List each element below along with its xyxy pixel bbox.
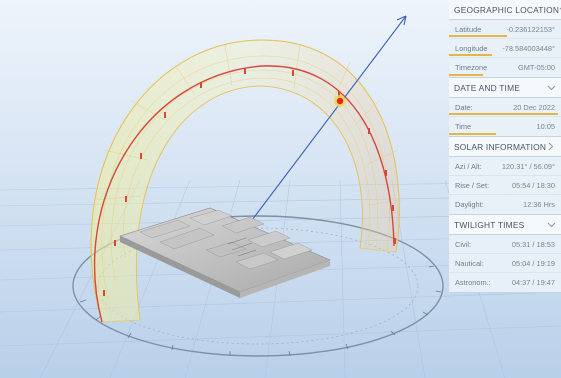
- geographic-location-header[interactable]: GEOGRAPHIC LOCATION: [449, 0, 561, 20]
- time-row[interactable]: Time 10:05: [449, 117, 561, 136]
- arrow-head-icon: [396, 15, 407, 26]
- time-value: 10:05: [536, 122, 556, 131]
- timezone-underline: [449, 74, 483, 76]
- building-model: [119, 207, 331, 298]
- sun-path-line: [93, 65, 395, 323]
- time-label: Time: [455, 122, 472, 131]
- twilight-times-header[interactable]: TWILIGHT TIMES: [449, 215, 561, 235]
- date-label: Date:: [455, 102, 473, 112]
- longitude-underline: [449, 54, 492, 56]
- nautical-twilight-row: Nautical: 05:04 / 19:19: [449, 254, 561, 273]
- latitude-underline: [449, 35, 508, 37]
- info-panel: GEOGRAPHIC LOCATION Latitude -0.23612215…: [449, 0, 561, 378]
- longitude-label: Longitude: [455, 43, 488, 53]
- daylight-value: 12:36 Hrs: [522, 200, 555, 209]
- timezone-label: Timezone: [455, 63, 488, 72]
- civil-label: Civil:: [455, 239, 472, 249]
- date-row[interactable]: Date: 20 Dec 2022: [449, 98, 561, 117]
- nautical-label: Nautical:: [455, 258, 484, 268]
- chevron-down-icon[interactable]: [546, 83, 556, 93]
- latitude-label: Latitude: [455, 24, 482, 34]
- daylight-label: Daylight:: [455, 200, 484, 209]
- longitude-value: -78.584003448°: [502, 43, 555, 53]
- astronomical-label: Astronom.:: [455, 278, 491, 287]
- chevron-down-icon[interactable]: [546, 220, 556, 230]
- rise-set-row: Rise / Set: 05:54 / 18:30: [449, 176, 561, 195]
- solar-information-body: Azi / Alt: 120.31° / 56.09° Rise / Set: …: [449, 157, 561, 215]
- rise-set-label: Rise / Set:: [455, 180, 490, 190]
- solar-information-header[interactable]: SOLAR INFORMATION: [449, 137, 561, 157]
- daylight-row: Daylight: 12:36 Hrs: [449, 195, 561, 214]
- timezone-row[interactable]: Timezone GMT-05:00: [449, 58, 561, 77]
- date-slider[interactable]: [449, 113, 558, 115]
- geographic-location-body: Latitude -0.236122153° Longitude -78.584…: [449, 20, 561, 78]
- azimuth-altitude-row: Azi / Alt: 120.31° / 56.09°: [449, 157, 561, 176]
- date-and-time-body: Date: 20 Dec 2022 Time 10:05: [449, 98, 561, 137]
- latitude-row[interactable]: Latitude -0.236122153°: [449, 20, 561, 39]
- sun-direction-arrow: [245, 15, 407, 229]
- astronomical-twilight-row: Astronom.: 04:37 / 19:47: [449, 273, 561, 292]
- civil-twilight-row: Civil: 05:31 / 18:53: [449, 235, 561, 254]
- date-and-time-title: DATE AND TIME: [454, 82, 521, 93]
- astronomical-value: 04:37 / 19:47: [511, 278, 555, 287]
- azimuth-altitude-label: Azi / Alt:: [455, 161, 482, 171]
- chevron-right-icon[interactable]: [546, 142, 556, 152]
- timezone-value: GMT-05:00: [518, 63, 555, 72]
- time-slider[interactable]: [449, 133, 497, 135]
- longitude-row[interactable]: Longitude -78.584003448°: [449, 39, 561, 58]
- azimuth-altitude-value: 120.31° / 56.09°: [501, 161, 555, 171]
- hour-markers: [103, 68, 396, 296]
- nautical-value: 05:04 / 19:19: [511, 258, 555, 268]
- civil-value: 05:31 / 18:53: [511, 239, 555, 249]
- date-and-time-header[interactable]: DATE AND TIME: [449, 78, 561, 98]
- sun-marker[interactable]: [334, 95, 346, 107]
- date-value: 20 Dec 2022: [513, 102, 555, 112]
- twilight-times-body: Civil: 05:31 / 18:53 Nautical: 05:04 / 1…: [449, 235, 561, 293]
- geographic-location-title: GEOGRAPHIC LOCATION: [454, 4, 560, 15]
- twilight-times-title: TWILIGHT TIMES: [454, 219, 525, 230]
- solar-information-title: SOLAR INFORMATION: [454, 141, 547, 152]
- rise-set-value: 05:54 / 18:30: [511, 180, 555, 190]
- latitude-value: -0.236122153°: [506, 24, 555, 34]
